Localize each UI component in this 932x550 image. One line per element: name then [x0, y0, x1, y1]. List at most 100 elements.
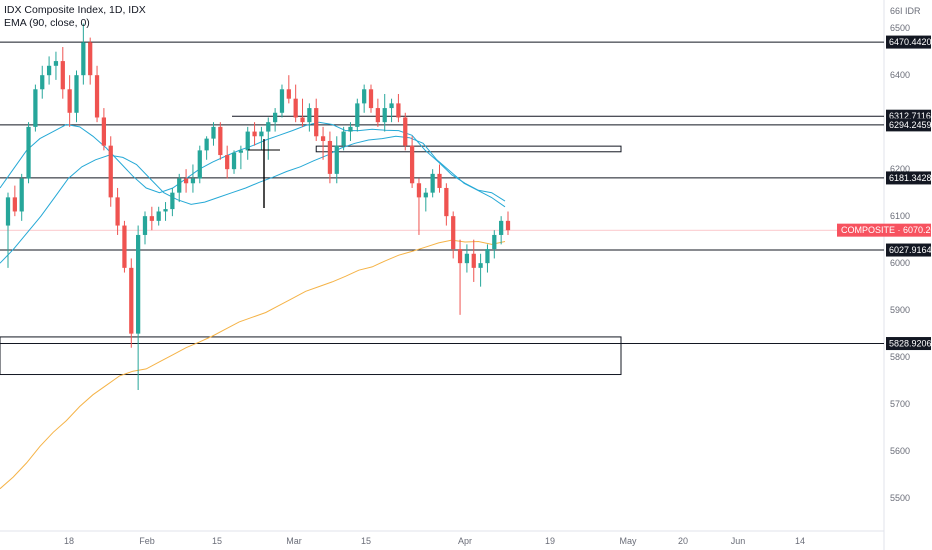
candle-body [190, 178, 196, 184]
price-tag-label: 6027.9164 [889, 245, 932, 255]
candle-body [142, 216, 148, 235]
ema-90-line [0, 239, 506, 490]
zone-box [0, 336, 622, 376]
candle-body [238, 150, 243, 153]
candle-body [40, 75, 45, 90]
candle-body [88, 42, 93, 76]
x-tick-label: Feb [139, 536, 155, 546]
candle-body [53, 61, 59, 66]
candle-body [122, 225, 127, 268]
currency-label: 66I IDR [890, 6, 921, 16]
candle-body [368, 89, 374, 109]
candle-body [101, 117, 107, 146]
price-tag [886, 118, 931, 132]
candle-body [471, 253, 476, 268]
candle-body [26, 126, 31, 179]
price-tag [886, 171, 931, 185]
x-tick-label: 18 [64, 536, 74, 546]
candle-body [259, 131, 264, 137]
candles-layer [5, 23, 511, 391]
price-tag-label: 5828.9206 [889, 339, 932, 349]
price-tag [886, 35, 931, 49]
candle-body [149, 216, 154, 221]
candle-body [81, 42, 86, 76]
x-tick-label: May [619, 536, 637, 546]
y-tick-label: 6200 [890, 164, 910, 174]
price-tag [886, 243, 931, 257]
candle-body [334, 145, 339, 174]
candle-body [286, 89, 291, 99]
candle-body [314, 108, 319, 137]
x-tick-label: Apr [458, 536, 472, 546]
candle-body [46, 65, 52, 76]
candle-body [444, 187, 449, 217]
candle-body [60, 61, 65, 90]
candle-body [33, 89, 38, 127]
x-tick-label: Jun [731, 536, 746, 546]
candle-body [430, 173, 435, 193]
candle-body [355, 103, 360, 127]
price-tag-label: 6312.7116 [889, 111, 931, 121]
candle-body [375, 108, 380, 123]
y-tick-label: 5600 [890, 446, 910, 456]
candle-body [362, 89, 367, 104]
candle-body [499, 220, 504, 235]
ema-fast-line [0, 121, 506, 202]
price-tag [886, 337, 931, 351]
candle-body [423, 192, 428, 198]
candle-body [94, 75, 100, 118]
price-tag-label: 6470.4420 [889, 37, 932, 47]
candle-body [197, 150, 202, 179]
candle-body [177, 178, 182, 193]
candle-body [341, 131, 346, 146]
candle-body [273, 112, 278, 123]
candle-body [5, 197, 11, 226]
candle-body [464, 253, 470, 264]
zones-layer [0, 145, 622, 376]
candle-body [108, 145, 113, 198]
candle-body [293, 98, 298, 118]
candle-body [19, 178, 24, 212]
chart-legend: IDX Composite Index, 1D, IDX EMA (90, cl… [4, 4, 146, 30]
candle-body [279, 89, 285, 113]
candle-body [492, 234, 497, 250]
price-tag-label: 6294.2459 [889, 120, 932, 130]
price-tag-label: 6181.3428 [889, 173, 932, 183]
candle-body [409, 145, 415, 184]
y-tick-label: 6100 [890, 211, 910, 221]
candle-body [307, 108, 312, 123]
candle-body [478, 263, 483, 268]
x-tick-label: 14 [795, 536, 805, 546]
candle-body [348, 126, 353, 132]
time-axis: 18 Feb 15 Mar 15 Apr 19 May 20 Jun 14 [64, 536, 805, 546]
candle-body [129, 267, 134, 334]
candle-body [403, 117, 408, 146]
y-tick-label: 5900 [890, 305, 910, 315]
candle-body [183, 178, 189, 184]
candle-body [389, 103, 394, 109]
price-lines-layer [0, 41, 884, 345]
x-tick-label: 15 [361, 536, 371, 546]
candle-body [451, 216, 456, 250]
candle-body [74, 75, 79, 113]
candle-body [320, 136, 326, 141]
candle-body [218, 126, 223, 156]
y-tick-label: 5800 [890, 352, 910, 362]
candle-body [382, 108, 387, 123]
candle-body [156, 211, 161, 221]
price-axis: 6500640063006200610060005900580057005600… [890, 23, 910, 503]
candle-body [416, 183, 422, 198]
candle-body [396, 103, 401, 118]
candle-body [225, 155, 230, 170]
candle-body [457, 249, 463, 264]
y-tick-label: 6000 [890, 258, 910, 268]
candle-body [67, 89, 72, 113]
candle-body [300, 117, 305, 123]
candle-body [136, 234, 141, 334]
last-price-tag [837, 223, 931, 237]
x-tick-label: 20 [678, 536, 688, 546]
last-price-tag-label: COMPOSITE · 6070.2090 [841, 225, 932, 235]
candle-body [170, 192, 175, 210]
